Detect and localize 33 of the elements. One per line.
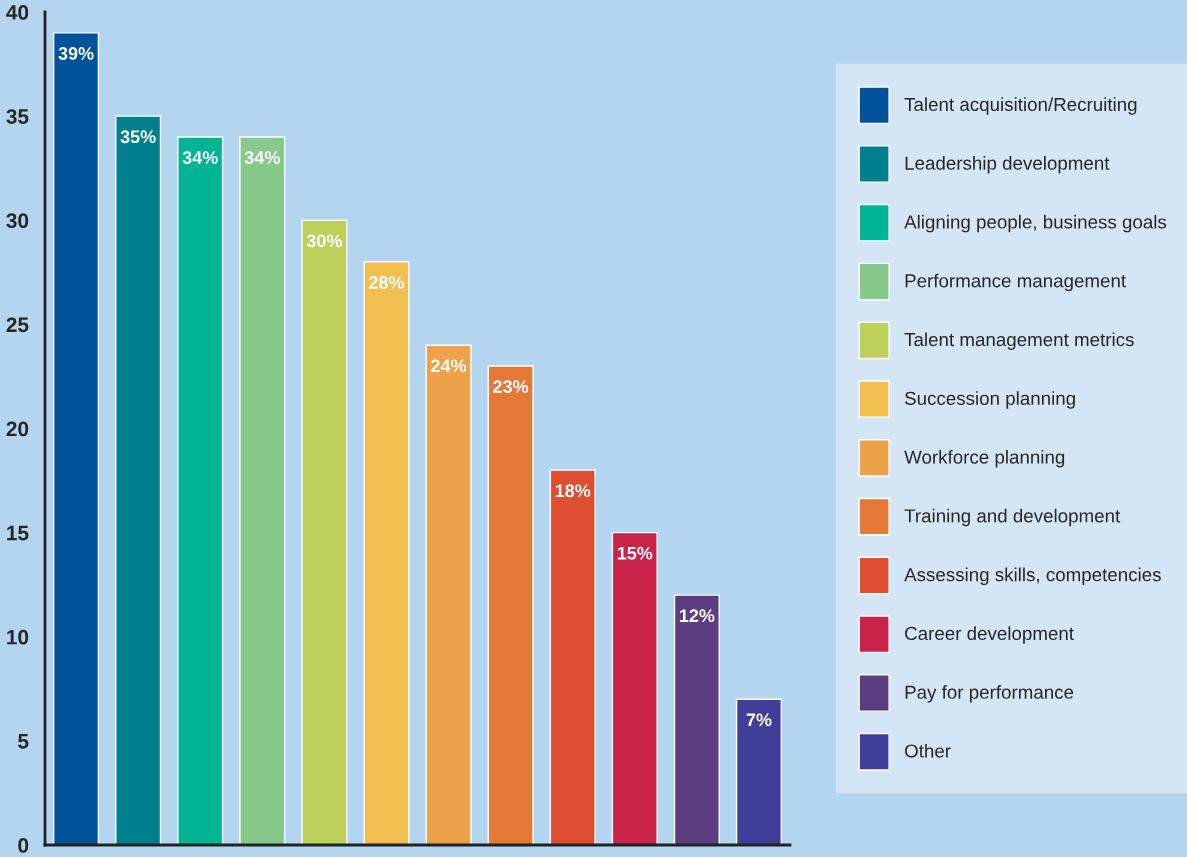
data-label: 18% (555, 484, 591, 498)
data-label: 28% (369, 276, 405, 289)
legend-label: Talent management metrics (904, 332, 1134, 350)
data-label: 12% (679, 609, 715, 623)
legend-label: Talent acquisition/Recruiting (904, 97, 1137, 115)
legend-label: Other (905, 743, 951, 758)
legend-label: Leadership development (905, 156, 1110, 174)
y-tick-label: 0 (18, 838, 29, 853)
legend-label: Workforce planning (904, 449, 1065, 468)
legend-label: Assessing skills, competencies (904, 567, 1161, 586)
y-tick-label: 30 (6, 213, 29, 229)
data-label: 23% (493, 380, 529, 394)
legend-label: Succession planning (904, 391, 1075, 409)
data-label: 39% (58, 47, 94, 60)
y-tick-label: 40 (6, 5, 29, 20)
legend-label: Training and development (904, 508, 1121, 527)
data-label: 34% (182, 151, 218, 164)
data-label: 15% (617, 546, 653, 560)
legend-label: Performance management (905, 273, 1126, 292)
data-label: 34% (244, 151, 280, 164)
legend-label: Pay for performance (905, 685, 1074, 703)
y-tick-label: 20 (6, 421, 29, 437)
y-tick-label: 25 (6, 317, 29, 333)
data-label: 24% (431, 359, 467, 373)
y-tick-label: 10 (7, 629, 29, 645)
data-label: 35% (120, 130, 156, 144)
legend-label: Aligning people, business goals (904, 214, 1167, 233)
y-tick-label: 15 (7, 525, 29, 541)
data-label: 7% (746, 713, 772, 727)
legend-label: Career development (905, 626, 1074, 644)
y-tick-label: 5 (18, 734, 29, 749)
data-label: 30% (306, 234, 342, 248)
y-tick-label: 35 (6, 109, 29, 124)
